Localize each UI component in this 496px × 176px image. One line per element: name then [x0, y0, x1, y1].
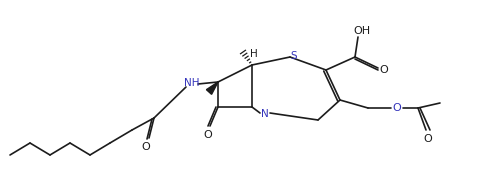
- Text: O: O: [142, 142, 150, 152]
- Text: NH: NH: [184, 78, 200, 88]
- Text: O: O: [393, 103, 401, 113]
- Text: O: O: [424, 134, 433, 144]
- Text: OH: OH: [354, 26, 371, 36]
- Text: H: H: [250, 49, 258, 59]
- Text: O: O: [379, 65, 388, 75]
- Text: O: O: [204, 130, 212, 140]
- Text: N: N: [261, 109, 269, 119]
- Polygon shape: [206, 82, 218, 94]
- Text: S: S: [291, 51, 297, 61]
